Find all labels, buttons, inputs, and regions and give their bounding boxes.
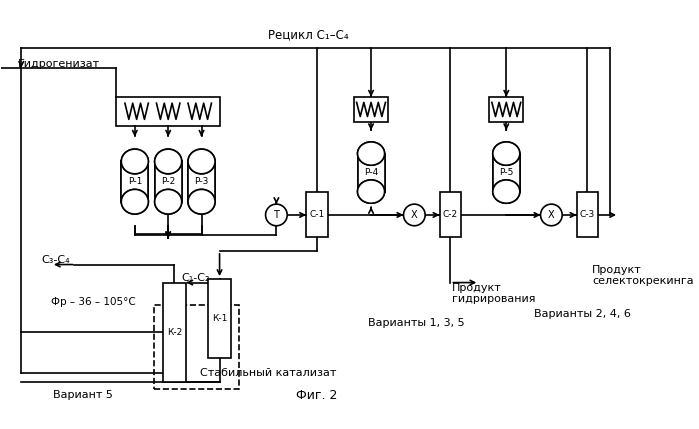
Circle shape — [266, 204, 287, 226]
Bar — [440, 193, 461, 238]
Text: Р-4: Р-4 — [364, 168, 378, 177]
Ellipse shape — [154, 189, 182, 214]
Ellipse shape — [188, 189, 215, 214]
Text: Т: Т — [273, 210, 280, 220]
Ellipse shape — [122, 149, 148, 174]
Bar — [577, 193, 598, 238]
Ellipse shape — [357, 180, 384, 203]
Text: Стабильный катализат: Стабильный катализат — [200, 368, 336, 378]
Bar — [208, 279, 231, 358]
Text: Варианты 1, 3, 5: Варианты 1, 3, 5 — [368, 318, 464, 328]
Ellipse shape — [154, 189, 182, 214]
Bar — [163, 283, 186, 382]
Ellipse shape — [357, 142, 384, 165]
Bar — [116, 97, 220, 126]
Text: С-3: С-3 — [579, 211, 595, 220]
Text: Вариант 5: Вариант 5 — [52, 390, 113, 400]
Circle shape — [540, 204, 562, 226]
Ellipse shape — [122, 189, 148, 214]
Text: С-2: С-2 — [443, 211, 458, 220]
Text: Продукт
гидрирования: Продукт гидрирования — [452, 283, 535, 304]
Text: С-1: С-1 — [310, 211, 324, 220]
Text: Продукт
селектокрекинга: Продукт селектокрекинга — [592, 265, 693, 286]
Text: Р-1: Р-1 — [128, 177, 142, 186]
Bar — [154, 161, 182, 202]
Ellipse shape — [357, 142, 384, 165]
Ellipse shape — [188, 149, 215, 174]
Text: Варианты 2, 4, 6: Варианты 2, 4, 6 — [535, 309, 631, 319]
Text: С₁-С₂: С₁-С₂ — [181, 273, 210, 283]
Text: Р-5: Р-5 — [499, 168, 514, 177]
Bar — [489, 97, 524, 122]
Text: Фр – 36 – 105°С: Фр – 36 – 105°С — [51, 297, 136, 308]
Bar — [188, 161, 215, 202]
Ellipse shape — [493, 180, 520, 203]
Text: Х: Х — [411, 210, 417, 220]
Ellipse shape — [493, 142, 520, 165]
Ellipse shape — [493, 142, 520, 165]
Bar — [188, 161, 215, 202]
Text: Рецикл С₁–С₄: Рецикл С₁–С₄ — [268, 28, 348, 41]
Ellipse shape — [357, 180, 384, 203]
Bar — [354, 97, 388, 122]
Bar — [493, 154, 520, 192]
Ellipse shape — [188, 189, 215, 214]
Bar — [154, 305, 238, 389]
Ellipse shape — [154, 149, 182, 174]
Ellipse shape — [122, 189, 148, 214]
Text: Фиг. 2: Фиг. 2 — [296, 389, 338, 402]
Ellipse shape — [188, 149, 215, 174]
Ellipse shape — [154, 149, 182, 174]
Text: С₃-С₄: С₃-С₄ — [41, 255, 70, 265]
Text: Р-2: Р-2 — [161, 177, 175, 186]
Bar — [122, 161, 148, 202]
Text: К-2: К-2 — [167, 328, 182, 337]
Bar — [357, 154, 384, 192]
Text: Р-3: Р-3 — [194, 177, 209, 186]
Text: Гидрогенизат: Гидрогенизат — [17, 59, 100, 69]
Bar — [306, 193, 328, 238]
Bar — [357, 154, 384, 192]
Bar — [493, 154, 520, 192]
Text: Х: Х — [548, 210, 555, 220]
Bar — [154, 161, 182, 202]
Text: К-1: К-1 — [212, 314, 227, 323]
Ellipse shape — [122, 149, 148, 174]
Ellipse shape — [493, 180, 520, 203]
Circle shape — [403, 204, 425, 226]
Bar — [122, 161, 148, 202]
